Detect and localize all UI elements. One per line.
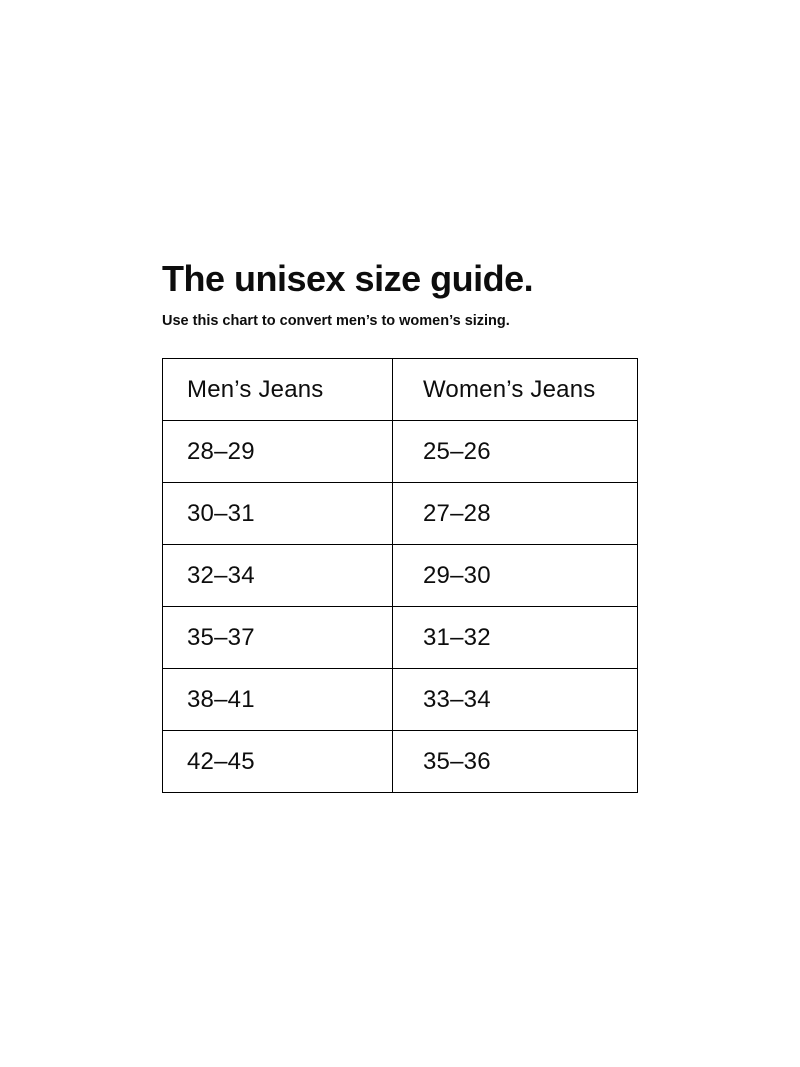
cell-mens-size: 32–34 [162,544,393,608]
cell-womens-size: 35–36 [392,730,638,794]
cell-mens-size: 35–37 [162,606,393,670]
cell-womens-size: 29–30 [392,544,638,608]
size-conversion-table: Men’s Jeans Women’s Jeans 28–29 25–26 30… [162,358,638,794]
cell-mens-size: 38–41 [162,668,393,732]
column-header-mens-jeans: Men’s Jeans [162,358,393,422]
page-subtitle: Use this chart to convert men’s to women… [162,313,510,330]
table-row: 35–37 31–32 [162,606,638,670]
page-title: The unisex size guide. [162,258,534,299]
table-row: 38–41 33–34 [162,668,638,732]
cell-womens-size: 25–26 [392,420,638,484]
table-row: 42–45 35–36 [162,730,638,794]
cell-mens-size: 30–31 [162,482,393,546]
table-row: 28–29 25–26 [162,420,638,484]
table-row: 30–31 27–28 [162,482,638,546]
cell-mens-size: 28–29 [162,420,393,484]
table-row: 32–34 29–30 [162,544,638,608]
size-guide-content: The unisex size guide. Use this chart to… [162,258,638,794]
cell-womens-size: 33–34 [392,668,638,732]
table-header-row: Men’s Jeans Women’s Jeans [162,358,638,422]
cell-mens-size: 42–45 [162,730,393,794]
column-header-womens-jeans: Women’s Jeans [392,358,638,422]
cell-womens-size: 31–32 [392,606,638,670]
cell-womens-size: 27–28 [392,482,638,546]
